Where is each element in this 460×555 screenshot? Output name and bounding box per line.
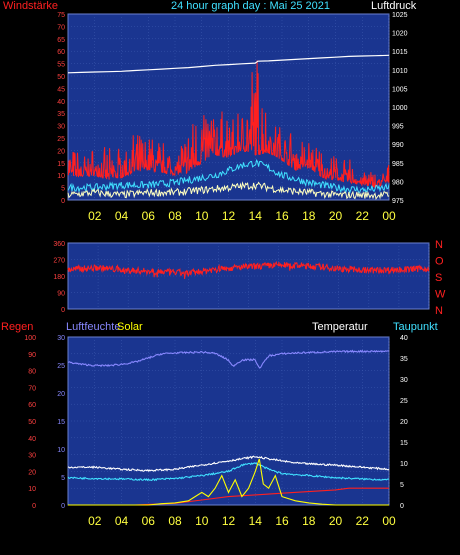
humidity-tick-label: 5 (61, 475, 65, 482)
hour-label: 18 (302, 514, 316, 528)
humidity-tick-label: 20 (57, 391, 65, 398)
compass-label: O (435, 256, 444, 268)
dewpoint-tick-label: 25 (400, 398, 408, 405)
rain-tick-label: 80 (28, 369, 36, 376)
wind-tick-label: 45 (57, 86, 65, 93)
rain-tick-label: 30 (28, 453, 36, 460)
rain-tick-label: 90 (28, 352, 36, 359)
hour-label: 04 (115, 209, 129, 223)
pressure-tick-label: 975 (392, 198, 404, 205)
rain-tick-label: 100 (24, 335, 36, 342)
wind-tick-label: 10 (57, 173, 65, 180)
dewpoint-tick-label: 30 (400, 377, 408, 384)
wind-tick-label: 25 (57, 136, 65, 143)
hour-label: 14 (249, 209, 263, 223)
hour-label: 18 (302, 209, 316, 223)
hour-label: 02 (88, 514, 102, 528)
dewpoint-tick-label: 20 (400, 419, 408, 426)
humidity-tick-label: 10 (57, 447, 65, 454)
wind-tick-label: 5 (61, 186, 65, 193)
compass-label: S (435, 272, 442, 284)
hour-label: 08 (168, 514, 182, 528)
hour-label: 14 (249, 514, 263, 528)
pressure-tick-label: 1005 (392, 86, 408, 93)
dewpoint-tick-label: 15 (400, 440, 408, 447)
wind-tick-label: 35 (57, 111, 65, 118)
dewpoint-tick-label: 0 (400, 503, 404, 510)
wind-tick-label: 15 (57, 161, 65, 168)
hour-label: 04 (115, 514, 129, 528)
wind-tick-label: 60 (57, 49, 65, 56)
wind-tick-label: 75 (57, 12, 65, 19)
direction-tick-label: 90 (57, 291, 65, 298)
hour-label: 00 (382, 514, 396, 528)
hour-label: 20 (329, 514, 343, 528)
direction-tick-label: 270 (53, 258, 65, 265)
pressure-tick-label: 985 (392, 161, 404, 168)
dewpoint-tick-label: 35 (400, 356, 408, 363)
hour-label: 10 (195, 514, 209, 528)
rain-tick-label: 70 (28, 385, 36, 392)
humidity-tick-label: 15 (57, 419, 65, 426)
hour-label: 12 (222, 514, 236, 528)
direction-tick-label: 0 (61, 307, 65, 314)
pressure-tick-label: 1020 (392, 31, 408, 38)
rain-tick-label: 50 (28, 419, 36, 426)
hour-label: 10 (195, 209, 209, 223)
hour-label: 20 (329, 209, 343, 223)
wind-tick-label: 70 (57, 24, 65, 31)
humidity-tick-label: 25 (57, 363, 65, 370)
hour-label: 16 (275, 514, 289, 528)
humidity-tick-label: 30 (57, 335, 65, 342)
wind-tick-label: 0 (61, 198, 65, 205)
hour-label: 22 (356, 209, 370, 223)
pressure-tick-label: 1015 (392, 49, 408, 56)
pressure-tick-label: 990 (392, 142, 404, 149)
hour-label: 00 (382, 209, 396, 223)
wind-tick-label: 40 (57, 99, 65, 106)
compass-label: N (435, 305, 443, 317)
direction-tick-label: 180 (53, 274, 65, 281)
wind-tick-label: 50 (57, 74, 65, 81)
pressure-tick-label: 1010 (392, 68, 408, 75)
rain-tick-label: 0 (32, 503, 36, 510)
wind-tick-label: 65 (57, 37, 65, 44)
humidity-tick-label: 0 (61, 503, 65, 510)
pressure-tick-label: 995 (392, 124, 404, 131)
compass-label: W (435, 289, 446, 301)
rain-tick-label: 20 (28, 469, 36, 476)
direction-tick-label: 360 (53, 241, 65, 248)
pressure-tick-label: 980 (392, 179, 404, 186)
rain-tick-label: 10 (28, 486, 36, 493)
hour-label: 12 (222, 209, 236, 223)
wind-tick-label: 55 (57, 62, 65, 69)
hour-label: 08 (168, 209, 182, 223)
dewpoint-tick-label: 5 (400, 482, 404, 489)
wind-tick-label: 30 (57, 124, 65, 131)
hour-label: 06 (142, 514, 156, 528)
hour-label: 06 (142, 209, 156, 223)
wind-tick-label: 20 (57, 148, 65, 155)
compass-label: N (435, 239, 443, 251)
hour-label: 02 (88, 209, 102, 223)
rain-tick-label: 40 (28, 436, 36, 443)
dewpoint-tick-label: 10 (400, 461, 408, 468)
hour-label: 16 (275, 209, 289, 223)
dewpoint-tick-label: 40 (400, 335, 408, 342)
pressure-tick-label: 1000 (392, 105, 408, 112)
rain-tick-label: 60 (28, 402, 36, 409)
hour-label: 22 (356, 514, 370, 528)
pressure-tick-label: 1025 (392, 12, 408, 19)
